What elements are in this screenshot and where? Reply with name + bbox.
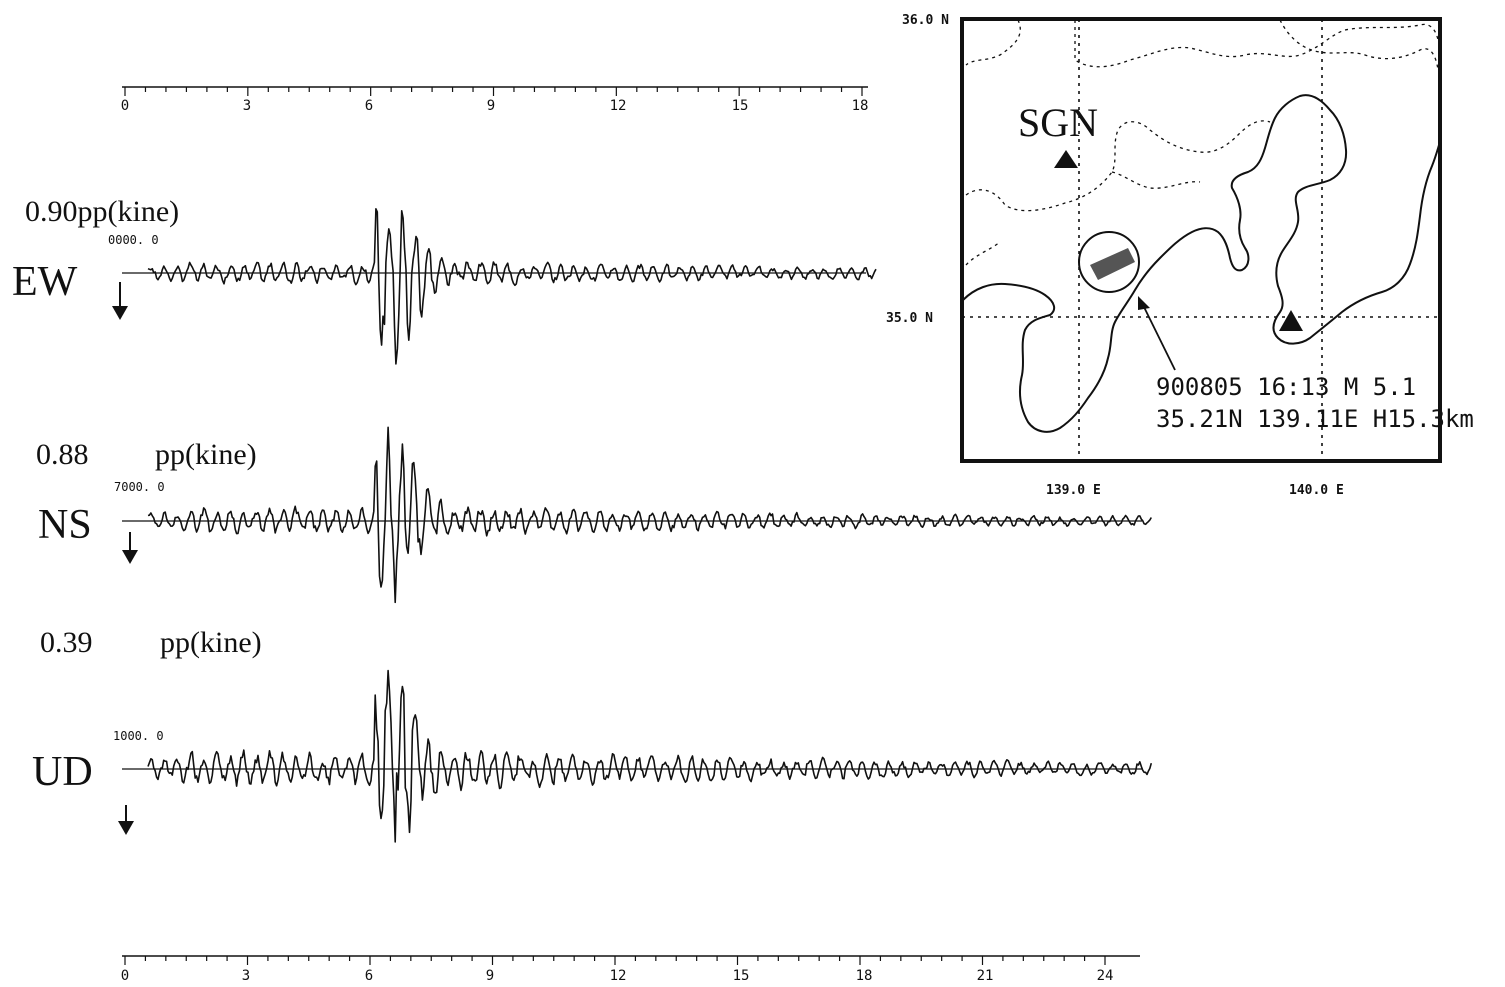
ns-amplitude-unit: pp(kine) bbox=[155, 438, 257, 471]
event-info-line2: 35.21N 139.11E H15.3km bbox=[1156, 405, 1474, 433]
ew-trace-group: 0.90pp(kine) 0000. 0 EW bbox=[12, 195, 877, 365]
top-tick-label-18: 18 bbox=[852, 98, 869, 114]
lat-label-36: 36.0 N bbox=[902, 13, 949, 28]
ns-polarity-arrow bbox=[122, 532, 138, 564]
bottom-tick-label-21: 21 bbox=[977, 968, 994, 984]
lon-label-140: 140.0 E bbox=[1289, 483, 1344, 498]
coastline bbox=[962, 94, 1441, 433]
ew-polarity-arrow bbox=[112, 282, 128, 320]
lon-label-139: 139.0 E bbox=[1046, 483, 1101, 498]
top-axis-ticks bbox=[124, 87, 863, 96]
top-tick-label-0: 0 bbox=[121, 98, 129, 114]
bottom-tick-label-6: 6 bbox=[365, 968, 373, 984]
bottom-axis-ticks bbox=[124, 956, 1106, 965]
epicenter-hatch bbox=[1090, 248, 1135, 280]
ns-amplitude-value: 0.88 bbox=[36, 438, 89, 471]
bottom-tick-label-15: 15 bbox=[733, 968, 750, 984]
bottom-tick-label-24: 24 bbox=[1097, 968, 1114, 984]
top-tick-label-15: 15 bbox=[732, 98, 749, 114]
top-tick-label-3: 3 bbox=[243, 98, 251, 114]
bottom-tick-label-12: 12 bbox=[610, 968, 627, 984]
bottom-tick-label-0: 0 bbox=[121, 968, 129, 984]
top-tick-label-6: 6 bbox=[365, 98, 373, 114]
ud-trace-group: 0.39 pp(kine) 1000. 0 UD bbox=[32, 626, 1153, 843]
top-time-axis: 0 3 6 9 12 15 18 bbox=[121, 86, 869, 114]
epicenter-pointer bbox=[1142, 304, 1176, 371]
ns-scale-label: 7000. 0 bbox=[114, 480, 165, 494]
ew-amplitude-label: 0.90pp(kine) bbox=[25, 195, 179, 228]
ud-amplitude-value: 0.39 bbox=[40, 626, 93, 659]
bottom-time-axis: 0 3 6 9 12 15 18 21 24 bbox=[121, 955, 1140, 984]
prefecture-borders bbox=[965, 19, 1439, 266]
ew-scale-label: 0000. 0 bbox=[108, 233, 159, 247]
station-sgn-marker bbox=[1054, 150, 1078, 168]
bottom-tick-label-3: 3 bbox=[242, 968, 250, 984]
top-tick-label-12: 12 bbox=[610, 98, 627, 114]
ew-waveform bbox=[147, 208, 877, 365]
map-frame bbox=[960, 17, 1442, 463]
station-south-marker bbox=[1279, 310, 1303, 331]
ud-amplitude-unit: pp(kine) bbox=[160, 626, 262, 659]
ns-component-label: NS bbox=[38, 502, 92, 548]
station-sgn-label: SGN bbox=[1018, 100, 1098, 145]
epicenter-marker bbox=[1078, 231, 1176, 371]
lat-label-35: 35.0 N bbox=[886, 311, 933, 326]
location-map: 36.0 N 35.0 N 139.0 E 140.0 E SGN 900805… bbox=[886, 13, 1474, 498]
ud-scale-label: 1000. 0 bbox=[113, 729, 164, 743]
ns-waveform bbox=[147, 426, 1152, 604]
ns-trace-group: 0.88 pp(kine) 7000. 0 NS bbox=[36, 426, 1152, 604]
ud-component-label: UD bbox=[32, 749, 93, 795]
bottom-tick-label-18: 18 bbox=[856, 968, 873, 984]
event-info-line1: 900805 16:13 M 5.1 bbox=[1156, 373, 1416, 401]
ew-component-label: EW bbox=[12, 259, 78, 305]
top-tick-label-9: 9 bbox=[487, 98, 495, 114]
bottom-tick-label-9: 9 bbox=[486, 968, 494, 984]
ud-polarity-arrow bbox=[118, 805, 134, 835]
ud-waveform bbox=[147, 669, 1153, 843]
